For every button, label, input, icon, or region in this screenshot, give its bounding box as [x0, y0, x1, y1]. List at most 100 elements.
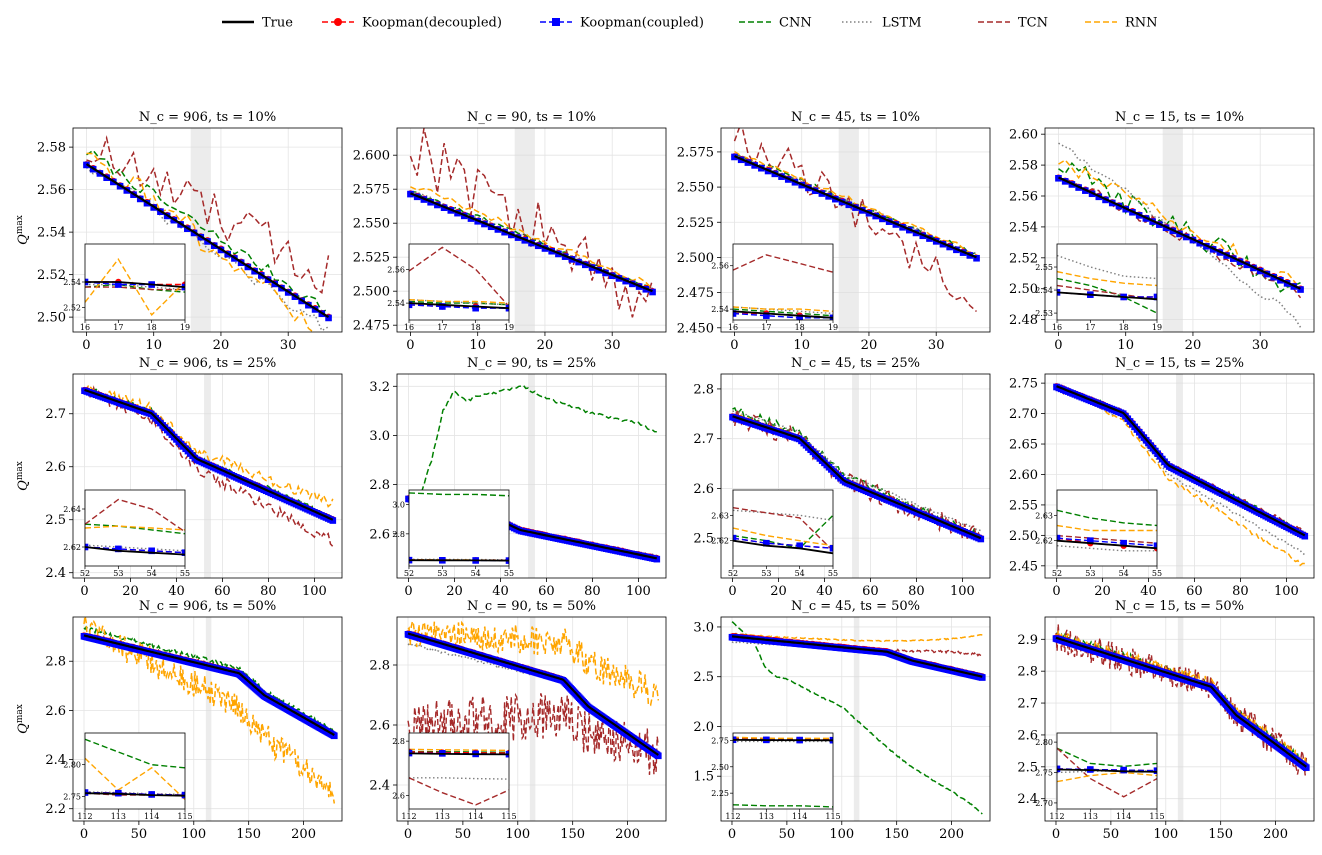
y-tick-label: 2.60 — [1009, 128, 1038, 143]
series-cnn — [408, 384, 657, 501]
inset-x-tick-label: 114 — [792, 812, 807, 821]
y-tick-label: 2.54 — [37, 226, 66, 241]
inset-x-tick-label: 113 — [435, 812, 450, 821]
inset-y-tick-label: 2.54 — [387, 299, 405, 308]
inset-point — [472, 304, 479, 312]
inset-series — [409, 777, 509, 780]
x-tick-label: 60 — [1186, 584, 1203, 599]
x-tick-label: 50 — [1103, 827, 1120, 842]
inset-series — [85, 257, 185, 317]
shaded-region — [853, 617, 860, 821]
inset-point — [796, 542, 803, 550]
y-tick-label: 2.575 — [353, 183, 390, 198]
inset-frame — [732, 732, 834, 810]
y-tick-label: 2.6 — [45, 704, 66, 719]
x-tick-label: 100 — [181, 827, 206, 842]
y-tick-label: 1.5 — [693, 770, 714, 785]
x-tick-label: 100 — [302, 584, 327, 599]
inset-y-tick-label: 2.64 — [63, 505, 81, 514]
y-tick-label: 2.4 — [369, 779, 390, 794]
inset-series — [1057, 524, 1157, 532]
y-tick-label: 2.8 — [1017, 665, 1038, 680]
inset-frame — [1056, 243, 1158, 321]
inset-area — [409, 733, 509, 809]
series-tcn — [84, 385, 334, 547]
inset-y-tick-label: 2.54 — [711, 305, 729, 314]
inset: 16 17 18 19 2.53 2.54 2.55 — [1035, 243, 1162, 332]
legend-entry: True — [222, 16, 293, 31]
x-tick-label: 10 — [793, 338, 810, 353]
inset-series — [85, 544, 185, 552]
inset: 52 53 54 55 2.8 3.0 — [392, 489, 514, 578]
y-tick-label: 2.575 — [677, 145, 714, 160]
x-tick-label: 0 — [728, 827, 736, 842]
inset-series — [733, 736, 833, 739]
y-tick-label: 2.5 — [1017, 760, 1038, 775]
inset-x-tick-label: 16 — [728, 323, 738, 332]
inset-point — [1120, 539, 1127, 547]
data-point — [973, 254, 980, 262]
y-tick-label: 2.7 — [45, 407, 66, 422]
y-tick-label: 2.58 — [37, 141, 66, 156]
inset-series — [733, 509, 833, 522]
inset-x-tick-label: 112 — [725, 812, 740, 821]
x-tick-label: 20 — [213, 338, 230, 353]
y-tick-label: 2.6 — [369, 527, 390, 542]
inset-series — [85, 546, 185, 556]
inset-x-tick-label: 55 — [180, 569, 190, 578]
data-point — [979, 674, 986, 681]
inset-point — [1087, 537, 1094, 544]
inset: 16 17 18 19 2.54 2.56 — [387, 243, 514, 332]
inset-series — [85, 281, 185, 288]
inset-point — [409, 301, 413, 309]
inset-point — [1153, 293, 1157, 301]
subplot-title: N_c = 90, ts = 50% — [467, 599, 596, 614]
y-tick-label: 2.500 — [353, 285, 390, 300]
series-tcn — [409, 128, 654, 318]
inset-point — [733, 310, 737, 317]
inset-series — [1057, 771, 1157, 783]
inset-series — [85, 525, 185, 531]
inset-y-tick-label: 2.70 — [1035, 799, 1053, 808]
inset-x-tick-label: 113 — [1083, 812, 1098, 821]
x-tick-label: 10 — [1117, 338, 1134, 353]
x-tick-label: 80 — [1232, 584, 1249, 599]
x-tick-label: 100 — [626, 584, 651, 599]
inset-y-tick-label: 2.50 — [711, 763, 729, 772]
y-axis-label: Qmax — [15, 461, 31, 491]
inset-x-tick-label: 17 — [761, 323, 771, 332]
subplot-title: N_c = 90, ts = 25% — [467, 356, 596, 371]
y-tick-label: 2.6 — [369, 719, 390, 734]
x-tick-label: 0 — [80, 584, 88, 599]
inset-x-tick-label: 54 — [471, 569, 481, 578]
series-lstm — [732, 410, 982, 532]
inset-y-tick-label: 2.62 — [711, 537, 729, 546]
inset-point — [439, 303, 446, 310]
y-tick-label: 2.60 — [1009, 468, 1038, 483]
inset-point — [763, 312, 770, 319]
x-tick-label: 0 — [1052, 584, 1060, 599]
inset-point — [1057, 534, 1061, 542]
inset-y-tick-label: 2.8 — [392, 737, 405, 746]
inset-y-tick-label: 2.62 — [63, 543, 81, 552]
x-tick-label: 0 — [406, 338, 414, 353]
y-tick-label: 2.48 — [1009, 313, 1038, 328]
subplot: 0 50 100 150 200 2.2 2.4 2.6 2.8 N_c = 906, ts = … — [15, 599, 343, 842]
y-tick-label: 2.4 — [1017, 792, 1038, 807]
inset-series — [1057, 769, 1157, 774]
x-tick-label: 200 — [1263, 827, 1288, 842]
inset-x-tick-label: 16 — [1052, 323, 1062, 332]
inset-y-tick-label: 2.75 — [711, 736, 729, 745]
series-cnn — [86, 149, 329, 313]
inset-x-tick-label: 19 — [180, 323, 190, 332]
y-tick-label: 2.8 — [693, 382, 714, 397]
y-tick-label: 2.8 — [369, 659, 390, 674]
inset: 112 113 114 115 2.25 2.50 2.75 — [711, 732, 841, 821]
inset: 52 53 54 55 2.62 2.63 — [1035, 489, 1162, 578]
inset-series — [1057, 291, 1157, 301]
inset-series — [409, 748, 509, 752]
inset-series — [1057, 534, 1157, 544]
inset-x-tick-label: 113 — [759, 812, 774, 821]
y-tick-label: 2.75 — [1009, 377, 1038, 392]
